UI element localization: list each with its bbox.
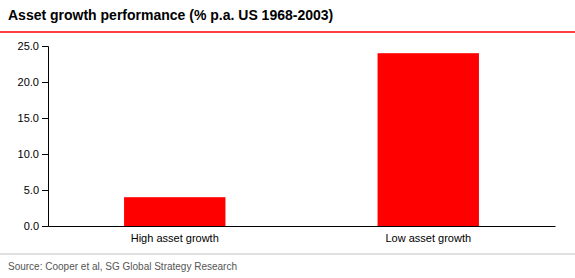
y-tick-mark xyxy=(42,154,48,155)
y-tick: 10.0 xyxy=(18,148,48,160)
chart-svg: Asset growth performance (% p.a. US 1968… xyxy=(0,0,575,278)
bar xyxy=(124,197,225,226)
y-axis-line xyxy=(42,47,49,227)
y-tick-label: 15.0 xyxy=(18,112,39,124)
y-tick-label: 0.0 xyxy=(24,220,39,232)
y-tick-label: 10.0 xyxy=(18,148,39,160)
y-tick-label: 25.0 xyxy=(18,40,39,52)
y-tick: 20.0 xyxy=(18,76,48,88)
x-tick: High asset growth xyxy=(131,232,219,244)
y-tick: 15.0 xyxy=(18,112,48,124)
source: Source: Cooper et al, SG Global Strategy… xyxy=(8,261,237,272)
plot: 0.0 5.0 10.0 15.0 20.0 25.0 High asset growth L… xyxy=(18,40,556,244)
source-rule xyxy=(0,254,575,255)
y-tick: 0.0 xyxy=(24,220,48,232)
y-axis: 0.0 5.0 10.0 15.0 20.0 25.0 xyxy=(18,40,49,232)
y-tick-label: 20.0 xyxy=(18,76,39,88)
y-tick: 5.0 xyxy=(24,184,48,196)
y-tick-mark xyxy=(42,82,48,83)
title-rule xyxy=(0,31,575,33)
x-axis: High asset growth Low asset growth xyxy=(49,227,556,244)
y-tick: 25.0 xyxy=(18,40,48,52)
x-tick: Low asset growth xyxy=(385,232,471,244)
title: Asset growth performance (% p.a. US 1968… xyxy=(8,7,333,23)
bar xyxy=(378,53,479,226)
y-tick-mark xyxy=(42,190,48,191)
bars xyxy=(124,53,479,226)
y-tick-mark xyxy=(42,118,48,119)
y-tick-label: 5.0 xyxy=(24,184,39,196)
chart-container: Asset growth performance (% p.a. US 1968… xyxy=(0,0,575,278)
x-tick-label: Low asset growth xyxy=(385,232,471,244)
y-tick-mark xyxy=(42,46,48,47)
x-tick-label: High asset growth xyxy=(131,232,219,244)
x-axis-line xyxy=(49,226,556,227)
y-tick-mark xyxy=(42,226,48,227)
